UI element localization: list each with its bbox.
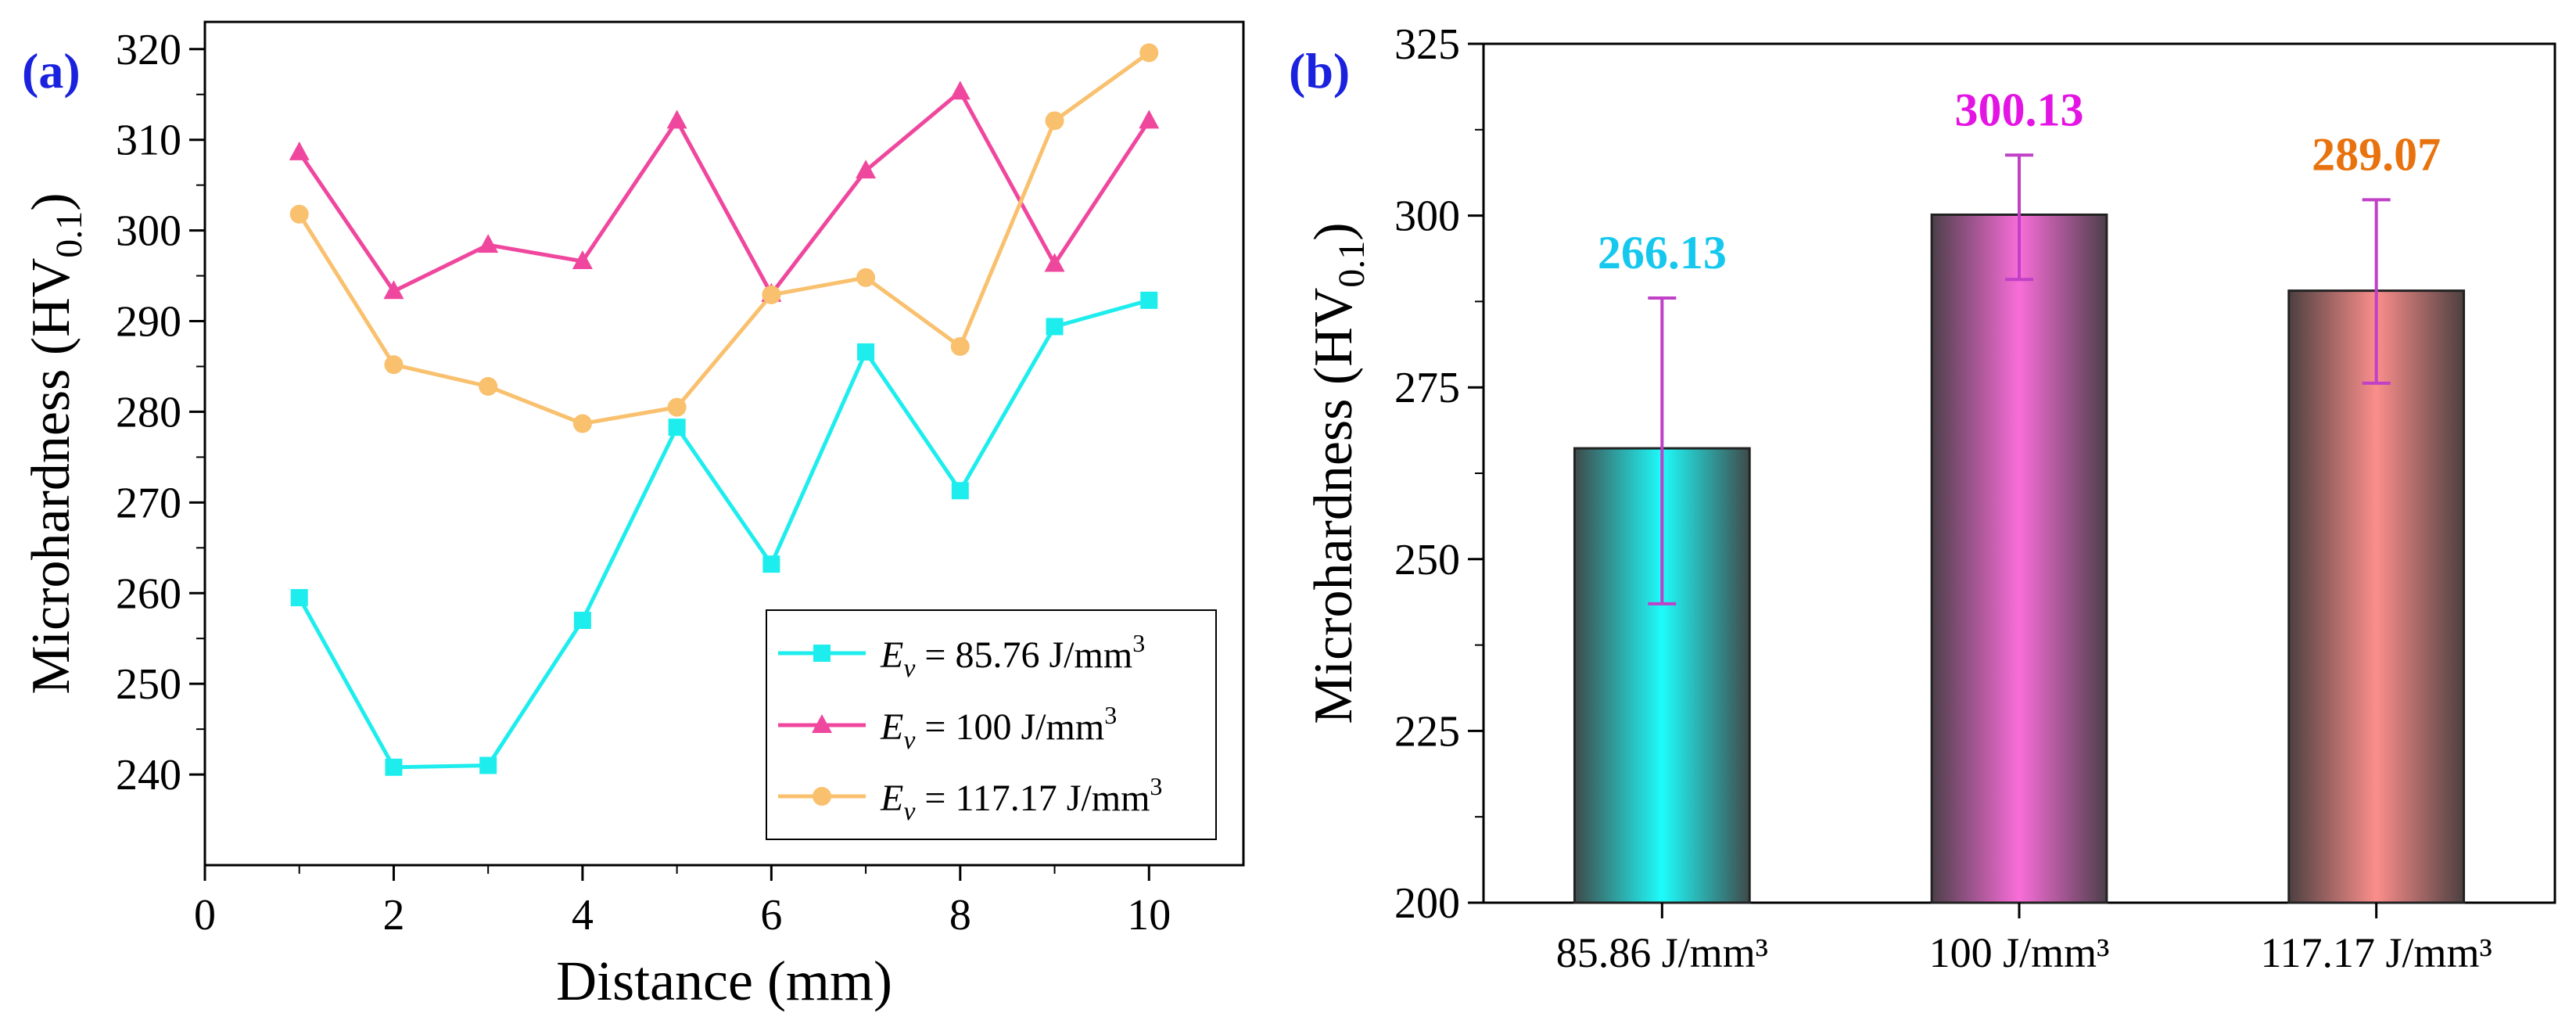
panel-a-y-tick-label-0: 240 <box>116 751 181 799</box>
panel-a-legend: Ev = 85.76 J/mm3 Ev = 100 J/mm3 Ev = 117.1… <box>766 609 1217 840</box>
panel-a-point-s2-6 <box>856 268 876 287</box>
panel-a-y-ticks: 240 250 260 270 280 290 300 310 320 <box>116 26 205 799</box>
panel-a-point-s2-3 <box>572 414 592 433</box>
panel-a-point-s0-6 <box>857 343 875 361</box>
panel-b-data-label-0: 266.13 <box>1598 227 1727 278</box>
panel-a-x-tick-label-3: 6 <box>760 891 782 939</box>
panel-a-point-s2-8 <box>1045 111 1064 131</box>
panel-a-y-tick-label-2: 260 <box>116 569 181 618</box>
panel-a-point-s2-9 <box>1139 43 1159 63</box>
panel-a-x-tick-label-0: 0 <box>194 891 216 939</box>
panel-a-point-s1-4 <box>666 110 687 129</box>
panel-a-y-label-sub: 0.1 <box>48 211 90 258</box>
panel-a-x-ticks: 0 2 4 6 8 10 <box>194 865 1171 939</box>
panel-a-series-lines <box>297 51 1151 770</box>
panel-a-legend-text-1: Ev = 100 J/mm3 <box>880 701 1117 755</box>
panel-a-legend-text-2: Ev = 117.17 J/mm3 <box>880 772 1162 826</box>
panel-b-label: (b) <box>1289 43 1350 99</box>
panel-a-point-s0-3 <box>573 612 591 630</box>
panel-a-point-s2-7 <box>950 336 970 356</box>
panel-a-point-s2-0 <box>289 204 309 224</box>
panel-a-point-s2-5 <box>762 285 781 304</box>
panel-a-x-tick-label-2: 4 <box>572 891 594 939</box>
panel-a-point-s1-2 <box>478 234 499 253</box>
panel-a-point-s1-8 <box>1044 253 1065 272</box>
panel-b-x-tick-label-2: 117.17 J/mm³ <box>2261 929 2492 976</box>
panel-a-legend-text-0: Ev = 85.76 J/mm3 <box>880 629 1145 683</box>
panel-a-y-tick-label-3: 270 <box>116 479 181 527</box>
panel-a-point-s1-3 <box>572 250 593 270</box>
panel-a-y-tick-label-7: 310 <box>116 117 181 165</box>
panel-a-point-s0-7 <box>951 482 969 500</box>
panel-a-series-line-0 <box>297 298 1150 770</box>
panel-b-y-label-sub: 0.1 <box>1331 241 1372 288</box>
panel-b-y-label-close: ) <box>1304 222 1364 240</box>
panel-a-series-line-1 <box>297 88 1151 298</box>
panel-a-point-s0-0 <box>290 589 308 607</box>
panel-a-y-tick-label-8: 320 <box>116 26 181 74</box>
panel-b-data-label-1: 300.13 <box>1955 84 2084 135</box>
panel-b-bar-2 <box>2287 289 2466 904</box>
panel-a-x-axis-label: Distance (mm) <box>556 950 892 1012</box>
panel-a-y-tick-label-4: 280 <box>116 388 181 436</box>
panel-a-y-tick-label-5: 290 <box>116 298 181 347</box>
panel-b-y-ticks: 200 225 250 275 300 325 <box>1394 20 1484 928</box>
panel-b-data-label-2: 289.07 <box>2312 128 2441 180</box>
panel-a-point-s0-5 <box>762 555 780 573</box>
panel-b-bar-chart: (b) 200 225 250 275 300 325 266.13 300.13 289.0… <box>1289 20 2556 976</box>
panel-b-y-tick-label-0: 200 <box>1394 879 1460 928</box>
panel-a-legend-marker-1 <box>812 714 832 733</box>
panel-a-point-s2-4 <box>667 397 687 417</box>
panel-a-x-tick-label-4: 8 <box>949 891 971 939</box>
panel-a-point-s1-6 <box>856 160 877 179</box>
panel-a-point-s0-8 <box>1046 318 1064 336</box>
panel-a-point-s1-0 <box>289 141 310 160</box>
panel-b-x-tick-label-0: 85.86 J/mm³ <box>1556 929 1768 976</box>
panel-b-y-axis-label: Microhardness (HV0.1) <box>1304 222 1372 724</box>
panel-a-point-s0-1 <box>385 758 403 776</box>
panel-a-legend-marker-2 <box>813 787 831 806</box>
panel-a-series-markers <box>289 43 1160 776</box>
panel-a-point-s0-4 <box>668 419 686 436</box>
panel-a-point-s2-1 <box>384 355 404 375</box>
panel-a-point-s1-9 <box>1139 110 1160 129</box>
panel-b-y-tick-label-3: 275 <box>1394 364 1460 412</box>
panel-b-y-label-main: Microhardness (HV <box>1304 288 1364 724</box>
panel-b-y-tick-label-5: 325 <box>1394 20 1460 69</box>
panel-b-x-tick-label-1: 100 J/mm³ <box>1929 929 2110 976</box>
panel-a-series-line-2 <box>297 51 1150 426</box>
panel-a-point-s2-2 <box>479 376 498 396</box>
panel-b-y-tick-label-1: 225 <box>1394 707 1460 756</box>
panel-a-point-s0-2 <box>479 756 497 774</box>
panel-a-y-label-main: Microhardness (HV <box>21 258 81 695</box>
panel-a-point-s1-1 <box>383 280 404 300</box>
panel-a-x-tick-label-1: 2 <box>382 891 404 939</box>
panel-b-bar-1 <box>1930 213 2108 904</box>
panel-a-plot-area <box>203 20 1245 867</box>
panel-a-point-s0-9 <box>1140 291 1158 309</box>
panel-b-y-tick-label-2: 250 <box>1394 536 1460 584</box>
panel-b-bars: 266.13 300.13 289.07 <box>1573 84 2466 904</box>
panel-a-y-tick-label-1: 250 <box>116 660 181 709</box>
panel-a-label: (a) <box>22 43 81 99</box>
panel-a-point-s1-7 <box>949 81 970 100</box>
panel-b-x-ticks: 85.86 J/mm³ 100 J/mm³ 117.17 J/mm³ <box>1556 903 2492 976</box>
panel-a-x-tick-label-5: 10 <box>1127 891 1171 939</box>
panel-b-y-tick-label-4: 300 <box>1394 192 1460 241</box>
panel-a-y-axis-label: Microhardness (HV0.1) <box>21 192 90 694</box>
panel-a-legend-marker-0 <box>813 645 831 662</box>
panel-a-y-tick-label-6: 300 <box>116 207 181 256</box>
panel-a-y-label-close: ) <box>21 192 81 210</box>
panel-a-line-chart: (a) 0 2 4 6 8 10 240250260270280290300310320 … <box>21 20 1245 1012</box>
